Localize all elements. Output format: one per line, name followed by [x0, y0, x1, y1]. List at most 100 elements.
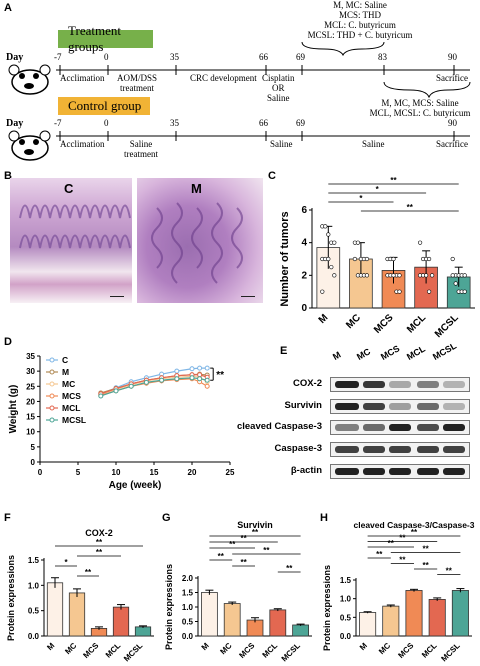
bar: [134, 626, 152, 637]
y-tick-label: 2: [301, 270, 307, 281]
note-line: M, MC: Saline: [333, 0, 387, 10]
day-tick: 90: [448, 118, 457, 128]
y-tick-label: 1.0: [28, 581, 40, 590]
x-tick-label: M: [200, 641, 211, 652]
x-tick-label: MCL: [420, 641, 439, 660]
y-tick-label: 10: [26, 428, 35, 437]
lane-label: MCS: [379, 343, 402, 362]
data-point: [462, 273, 467, 278]
bar: [201, 592, 218, 637]
chart-g: Survivin 0.0 0.5 1.0 1.5 2.0 Protein expressio…: [164, 520, 312, 663]
band: [389, 468, 411, 475]
treatment-groups-box: Treatment groups: [58, 23, 153, 54]
control-group-box: Control group: [58, 97, 150, 115]
sig-label: **: [399, 556, 406, 565]
blot-row-caspase3: [330, 442, 470, 457]
series-point: [204, 377, 210, 383]
bar: [46, 582, 64, 637]
series-point: [174, 376, 180, 382]
blot-label: Survivin: [284, 400, 323, 411]
sig-label: **: [399, 534, 406, 543]
y-axis-label: Protein expressions: [6, 555, 16, 641]
sig-label: *: [359, 194, 363, 203]
data-point: [450, 273, 455, 278]
series-point: [174, 368, 180, 374]
phase-acclimation: Acclimation: [60, 73, 105, 83]
y-tick-label: 2.0: [182, 574, 194, 583]
series-point: [197, 372, 203, 378]
x-tick-label: 25: [226, 468, 235, 477]
ctrl-phase-sacrifice: Sacrifice: [436, 139, 468, 149]
x-tick-label: MCSL: [433, 312, 461, 340]
y-tick-label: 1.0: [182, 603, 194, 612]
band: [417, 446, 439, 453]
x-tick-label: 5: [76, 468, 81, 477]
y-tick-label: 4: [301, 238, 307, 249]
sig-label: **: [252, 528, 259, 537]
sig-label: **: [240, 558, 247, 567]
phase-text: Cisplatin: [262, 73, 295, 83]
band: [363, 446, 385, 453]
lane-label: MCL: [405, 343, 427, 362]
bar: [382, 605, 400, 637]
y-tick-label: 35: [26, 352, 35, 361]
chart-h: cleaved Caspase-3/Caspase-3 0.0 0.5 1.0 1.5 P…: [322, 520, 475, 663]
sig-label: **: [286, 564, 293, 573]
data-point: [391, 256, 396, 262]
series-point: [197, 376, 203, 382]
y-tick-label: 0.5: [340, 613, 352, 622]
sig-label: *: [376, 185, 380, 194]
sig-label: **: [422, 561, 429, 570]
sig-label: **: [376, 550, 383, 559]
band: [417, 403, 439, 410]
legend-label: MC: [62, 379, 75, 389]
phase-sacrifice: Sacrifice: [436, 73, 468, 83]
data-point: [424, 273, 429, 278]
control-group-label: Control group: [68, 98, 142, 113]
legend-label: MCS: [62, 391, 81, 401]
bar: [405, 590, 423, 637]
sig-label: **: [240, 534, 247, 543]
panel-label-a: A: [4, 2, 12, 14]
day-label-2: Day: [6, 118, 24, 129]
phase-text: Saline: [267, 93, 290, 103]
phase-text: treatment: [124, 149, 158, 159]
band: [389, 403, 411, 410]
panel-label-c: C: [268, 170, 276, 182]
panel-label-f: F: [4, 512, 11, 524]
y-tick-label: 0.0: [28, 632, 40, 641]
series-point: [143, 379, 149, 385]
legend-marker: [49, 393, 55, 399]
series-point: [204, 383, 210, 389]
x-tick-label: 20: [188, 468, 197, 477]
histology-label-c: C: [64, 181, 74, 196]
data-point: [427, 289, 432, 294]
y-tick-label: 1.5: [28, 556, 40, 565]
day-tick: -7: [54, 118, 62, 128]
y-axis-label: Number of tumors: [279, 211, 291, 306]
x-tick-label: 15: [150, 468, 159, 477]
data-point: [418, 240, 423, 245]
sig-label: **: [407, 203, 414, 212]
data-point: [364, 273, 369, 278]
blot-row-beta-actin: [330, 464, 470, 479]
panel-label-h: H: [320, 512, 328, 524]
band: [389, 446, 411, 453]
series-point: [189, 375, 195, 381]
ctrl-phase-saline: Saline treatment: [124, 139, 158, 159]
chart-title: cleaved Caspase-3/Caspase-3: [354, 520, 475, 530]
data-point: [352, 256, 357, 262]
y-tick-label: 1.5: [340, 576, 352, 585]
bar: [292, 624, 309, 637]
series-point: [197, 365, 203, 371]
sig-label: **: [422, 545, 429, 554]
data-point: [397, 273, 402, 278]
sig-label: **: [446, 567, 453, 576]
day-tick: 83: [378, 52, 387, 62]
bar: [269, 609, 287, 637]
sig-label: *: [64, 558, 68, 567]
y-tick-label: 0.0: [340, 632, 352, 641]
x-tick-label: MCL: [104, 641, 123, 660]
panel-label-e: E: [280, 345, 288, 357]
y-tick-label: 25: [26, 382, 35, 391]
